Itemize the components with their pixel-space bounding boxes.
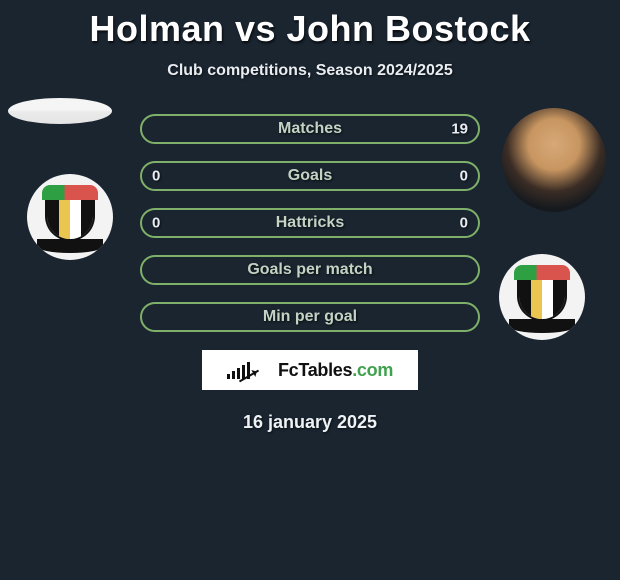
stat-label: Matches: [278, 120, 342, 138]
stat-left-value: 0: [152, 215, 160, 232]
stat-label: Goals: [288, 167, 332, 185]
stat-left-value: 0: [152, 168, 160, 185]
stat-label: Min per goal: [263, 308, 357, 326]
branding-text-suffix: .com: [352, 360, 393, 380]
stat-right-value: 19: [451, 121, 468, 138]
page-title: Holman vs John Bostock: [0, 0, 620, 50]
stat-row: Min per goal: [140, 302, 480, 332]
stat-label: Hattricks: [276, 214, 344, 232]
stat-row: Matches 19: [140, 114, 480, 144]
stats-list: Matches 19 0 Goals 0 0 Hattricks 0 Goals…: [140, 114, 480, 332]
stat-right-value: 0: [460, 168, 468, 185]
stat-label: Goals per match: [247, 261, 372, 279]
player-left-club-badge: [27, 174, 113, 260]
page-subtitle: Club competitions, Season 2024/2025: [0, 62, 620, 80]
date-text: 16 january 2025: [0, 412, 620, 433]
stat-right-value: 0: [460, 215, 468, 232]
branding-badge: FcTables.com: [202, 350, 418, 390]
comparison-panel: Matches 19 0 Goals 0 0 Hattricks 0 Goals…: [0, 114, 620, 433]
club-badge-icon: [27, 174, 113, 260]
club-badge-icon: [499, 254, 585, 340]
player-right-club-badge: [499, 254, 585, 340]
stat-row: 0 Goals 0: [140, 161, 480, 191]
stat-row: Goals per match: [140, 255, 480, 285]
branding-text: FcTables.com: [278, 360, 393, 381]
stat-row: 0 Hattricks 0: [140, 208, 480, 238]
branding-text-main: FcTables: [278, 360, 352, 380]
player-left-photo: [8, 98, 112, 124]
player-right-photo: [502, 108, 606, 212]
